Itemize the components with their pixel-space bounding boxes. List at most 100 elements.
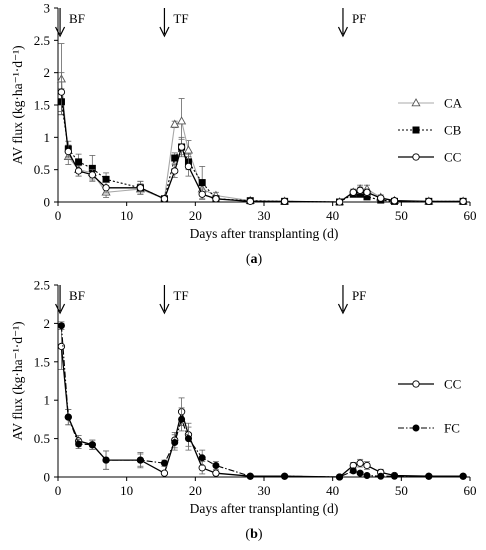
data-point (246, 197, 254, 206)
data-point (64, 147, 72, 156)
panel-caption: (b) (245, 527, 262, 542)
data-point (136, 184, 145, 192)
data-point (459, 197, 467, 206)
data-point (160, 469, 169, 477)
legend-item-ca: CA (398, 96, 463, 111)
legend-item-cb: CB (398, 123, 462, 138)
annotation-pf: PF (337, 8, 366, 38)
data-point (356, 186, 364, 195)
x-tick-label: 10 (120, 483, 133, 498)
data-point (57, 342, 66, 351)
data-point (390, 472, 398, 480)
series-fc (57, 321, 467, 481)
data-point (64, 413, 72, 421)
data-point (102, 456, 110, 464)
data-point (177, 143, 186, 151)
data-point (184, 162, 193, 171)
x-tick-label: 30 (258, 208, 271, 223)
data-point (74, 167, 83, 175)
data-point (75, 440, 83, 448)
legend-label: CB (444, 123, 462, 138)
legend-item-cc: CC (398, 150, 461, 165)
data-point (390, 197, 399, 205)
data-point (459, 472, 467, 480)
annotation-label: TF (173, 288, 188, 303)
series-cc (57, 72, 467, 206)
annotation-label: BF (69, 288, 85, 303)
legend-label: CC (444, 150, 461, 165)
legend-marker (412, 153, 420, 161)
annotation-arrow-head (337, 26, 349, 38)
x-tick-label: 40 (326, 208, 339, 223)
data-point (335, 198, 344, 206)
series-line (60, 346, 464, 478)
legend-marker (411, 98, 421, 107)
legend-marker (412, 424, 420, 432)
annotation-label: PF (352, 11, 366, 26)
data-point (102, 184, 110, 192)
data-point (136, 456, 144, 464)
data-point (281, 472, 289, 480)
data-point (102, 175, 110, 183)
series-ca (56, 43, 468, 206)
x-tick-label: 60 (464, 483, 477, 498)
x-tick-label: 60 (464, 208, 477, 223)
legend-marker (412, 126, 420, 134)
annotation-arrow-head (55, 26, 66, 38)
y-tick-label: 2.5 (34, 278, 50, 293)
legend: CC FC (398, 377, 461, 436)
data-point (170, 119, 180, 128)
x-tick-label: 0 (55, 483, 62, 498)
y-tick-label: 1.5 (34, 354, 50, 369)
data-point (349, 188, 357, 196)
data-point (160, 195, 169, 203)
legend-marker (412, 380, 420, 388)
annotation-arrow-head (159, 26, 170, 38)
data-point (356, 469, 364, 477)
data-point (88, 441, 96, 449)
data-point (377, 472, 385, 480)
x-tick-label: 20 (189, 483, 202, 498)
y-tick-label: 2 (44, 316, 51, 331)
data-point (363, 461, 371, 470)
x-tick-label: 0 (55, 208, 62, 223)
x-tick-label: 30 (258, 483, 271, 498)
x-axis-label: Days after transplanting (d) (190, 501, 339, 516)
series-cc (57, 322, 467, 481)
data-point (171, 154, 179, 162)
legend-label: FC (444, 421, 460, 436)
legend-item-cc: CC (398, 377, 461, 392)
annotation-tf: TF (159, 285, 189, 315)
y-tick-label: 2 (44, 65, 51, 80)
data-point (171, 167, 179, 175)
data-point (178, 415, 186, 423)
panel-caption: (a) (246, 252, 263, 267)
series-line (60, 325, 464, 478)
annotation-arrow-head (55, 303, 66, 315)
legend-item-fc: FC (398, 421, 460, 436)
data-point (183, 145, 194, 154)
annotation-bf: BF (55, 8, 85, 38)
data-point (88, 171, 96, 179)
x-tick-label: 10 (120, 208, 133, 223)
legend: CA CB CC (398, 96, 463, 165)
data-point (425, 197, 433, 206)
data-point (198, 179, 206, 187)
data-point (184, 435, 192, 443)
data-point (349, 467, 357, 475)
data-point (212, 469, 220, 477)
annotation-pf: PF (337, 285, 366, 315)
data-point (280, 197, 289, 206)
y-tick-label: 0.5 (34, 162, 50, 177)
y-tick-label: 2.5 (34, 33, 50, 48)
y-tick-label: 1 (44, 130, 51, 145)
y-tick-label: 0 (44, 470, 51, 485)
series-line (60, 92, 464, 203)
series-line (60, 79, 464, 203)
x-axis-label: Days after transplanting (d) (190, 226, 339, 241)
data-point (57, 88, 66, 96)
y-tick-label: 0.5 (34, 431, 50, 446)
x-tick-label: 40 (326, 483, 339, 498)
